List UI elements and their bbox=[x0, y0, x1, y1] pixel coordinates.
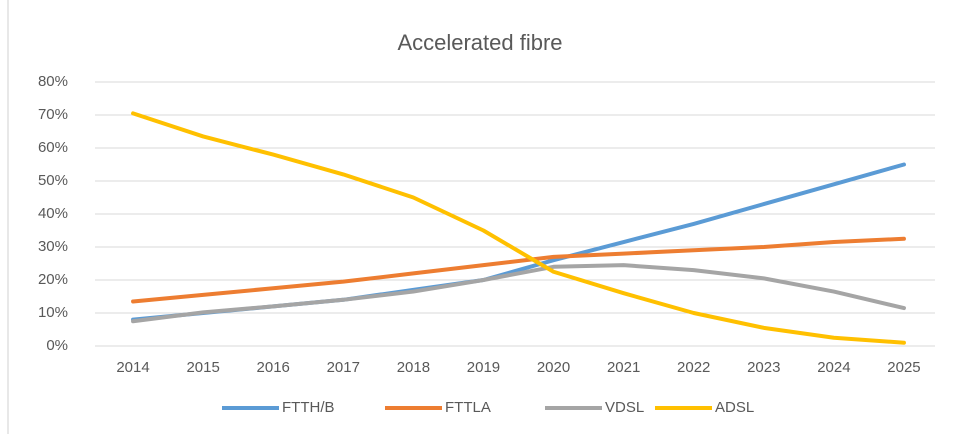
y-tick-label: 80% bbox=[38, 73, 68, 90]
y-tick-label: 40% bbox=[38, 205, 68, 222]
legend-label: ADSL bbox=[715, 399, 754, 416]
y-tick-label: 0% bbox=[46, 337, 68, 354]
series-line bbox=[131, 111, 906, 345]
x-tick-label: 2021 bbox=[607, 359, 640, 376]
chart-title: Accelerated fibre bbox=[397, 30, 562, 55]
series-line bbox=[131, 236, 906, 304]
x-tick-label: 2025 bbox=[887, 359, 920, 376]
x-tick-label: 2024 bbox=[817, 359, 850, 376]
y-tick-label: 50% bbox=[38, 172, 68, 189]
x-tick-label: 2020 bbox=[537, 359, 570, 376]
x-tick-label: 2023 bbox=[747, 359, 780, 376]
x-tick-label: 2022 bbox=[677, 359, 710, 376]
y-tick-label: 20% bbox=[38, 271, 68, 288]
x-tick-label: 2017 bbox=[327, 359, 360, 376]
legend-label: VDSL bbox=[605, 399, 644, 416]
legend-label: FTTLA bbox=[445, 399, 491, 416]
x-tick-label: 2014 bbox=[116, 359, 149, 376]
y-tick-label: 10% bbox=[38, 304, 68, 321]
x-tick-label: 2015 bbox=[186, 359, 219, 376]
series-line bbox=[131, 263, 906, 324]
x-tick-label: 2018 bbox=[397, 359, 430, 376]
y-tick-label: 30% bbox=[38, 238, 68, 255]
legend-label: FTTH/B bbox=[282, 399, 335, 416]
y-tick-label: 60% bbox=[38, 139, 68, 156]
y-tick-label: 70% bbox=[38, 106, 68, 123]
x-tick-label: 2019 bbox=[467, 359, 500, 376]
x-tick-label: 2016 bbox=[257, 359, 290, 376]
